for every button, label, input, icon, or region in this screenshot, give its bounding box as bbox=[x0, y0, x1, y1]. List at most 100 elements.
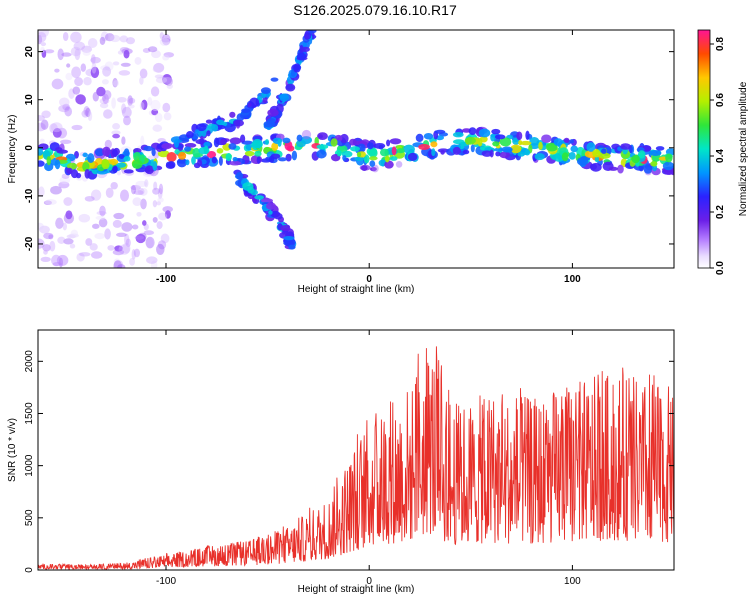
spectrogram-ridge-blob bbox=[165, 162, 175, 169]
spectrogram-noise-blob bbox=[104, 228, 111, 240]
spectrogram-ridge-blob bbox=[54, 159, 61, 170]
spectrogram-noise-blob bbox=[152, 66, 161, 73]
spectrogram-noise-blob bbox=[112, 80, 120, 87]
spectrogram-ridge-blob bbox=[538, 141, 543, 150]
spectrogram-noise-blob bbox=[113, 212, 125, 220]
spectrogram-ridge-blob bbox=[502, 148, 513, 153]
spectrogram-ridge-blob bbox=[316, 149, 327, 159]
snr-ytick-label: 500 bbox=[24, 509, 35, 526]
spectrogram-noise-blob bbox=[38, 30, 49, 38]
spectrogram-noise-blob bbox=[38, 186, 45, 198]
spectrogram-noise-blob bbox=[90, 189, 102, 201]
spectrogram-noise-blob bbox=[38, 122, 46, 132]
spectrogram-ridge-blob bbox=[495, 151, 501, 157]
spectrogram-noise-blob bbox=[158, 212, 168, 221]
spectrogram-noise-blob bbox=[99, 97, 110, 105]
spectrogram-ridge-blob bbox=[379, 148, 389, 157]
spectrogram-noise-blob bbox=[162, 54, 170, 61]
spectrogram-ridge-blob bbox=[296, 134, 303, 142]
spectrogram-noise-blob bbox=[159, 37, 170, 47]
spectrogram-ridge-blob bbox=[268, 210, 273, 215]
spectrogram-noise-blob bbox=[62, 103, 70, 111]
spectrogram-noise-blob bbox=[121, 222, 133, 232]
spectrogram-noise-blob bbox=[87, 37, 98, 49]
spectrogram-noise-blob bbox=[70, 46, 82, 57]
spectrogram-ridge-blob bbox=[479, 146, 485, 151]
spectrogram-ridge-blob bbox=[205, 119, 213, 124]
spectrogram-ridge-blob bbox=[510, 144, 522, 154]
spectrogram-noise-blob bbox=[59, 97, 70, 107]
spectrogram-ridge-blob bbox=[157, 150, 170, 158]
spectrogram-ridge-blob bbox=[178, 151, 187, 160]
spectrogram-noise-blob bbox=[55, 217, 64, 229]
spectrogram-noise-blob bbox=[119, 189, 130, 202]
spectrogram-ridge-blob bbox=[244, 150, 255, 157]
spectrogram-ridge-blob bbox=[108, 158, 119, 165]
spectrogram-noise-blob bbox=[137, 188, 145, 196]
spectrogram-ridge-blob bbox=[247, 102, 252, 108]
colorbar-gradient bbox=[698, 30, 710, 268]
spectrogram-ridge-blob bbox=[176, 157, 187, 168]
spectrogram-ridge-blob bbox=[516, 131, 523, 141]
spectrogram-ridge-blob bbox=[123, 148, 130, 156]
spectrogram-ridge-blob bbox=[285, 83, 296, 92]
spectrogram-ridge-blob bbox=[339, 133, 349, 144]
spectrogram-ridge-blob bbox=[279, 93, 289, 102]
spectrogram-ridge-blob bbox=[232, 156, 238, 162]
spectrogram-ridge-blob bbox=[361, 165, 368, 171]
spectrogram-ridge-blob bbox=[389, 156, 398, 161]
spectrogram-noise-blob bbox=[139, 68, 148, 79]
chart-title: S126.2025.079.16.10.R17 bbox=[293, 2, 457, 18]
spectrogram-noise-blob bbox=[81, 109, 90, 118]
spectrogram-noise-blob bbox=[43, 249, 48, 255]
spectrogram-noise-blob bbox=[52, 128, 62, 138]
spectrogram-ridge-blob bbox=[211, 124, 219, 132]
spectrogram-ridge-blob bbox=[111, 149, 118, 157]
spectrogram-noise-blob bbox=[156, 221, 163, 230]
spectrogram-ridge-blob bbox=[655, 146, 665, 151]
spectrogram-noise-blob bbox=[114, 245, 123, 252]
spectrogram-ridge-blob bbox=[494, 147, 503, 152]
spectrogram-noise-blob bbox=[68, 233, 79, 238]
spectrogram-ridge-blob bbox=[144, 165, 154, 175]
spectrogram-noise-blob bbox=[143, 230, 155, 236]
spectrogram-ridge-blob bbox=[267, 108, 279, 117]
spectrogram-ridge-blob bbox=[598, 152, 611, 159]
spectrogram-noise-blob bbox=[139, 101, 145, 110]
colorbar-tick-label: 0.4 bbox=[715, 149, 726, 163]
snr-ylabel: SNR (10 * v/v) bbox=[7, 418, 18, 482]
spectrogram-noise-blob bbox=[160, 233, 170, 244]
spectrogram-ridge-blob bbox=[338, 135, 343, 141]
spectrogram-ridge-blob bbox=[391, 146, 397, 156]
spectrogram-ridge-blob bbox=[563, 137, 570, 144]
spectrogram-ridge-blob bbox=[195, 123, 207, 132]
snr-ytick-label: 2000 bbox=[24, 350, 35, 373]
spectrogram-ridge-blob bbox=[123, 156, 131, 162]
spectrogram-noise-blob bbox=[139, 76, 144, 85]
spectrogram-noise-blob bbox=[131, 249, 136, 260]
spectrogram-ridge-blob bbox=[592, 149, 601, 158]
spectrogram-noise-blob bbox=[40, 42, 47, 47]
spectrogram-ridge-blob bbox=[357, 143, 366, 153]
spectrogram-noise-blob bbox=[123, 49, 130, 59]
spectrogram-ytick-label: 10 bbox=[24, 94, 35, 106]
spectrogram-ridge-blob bbox=[481, 150, 493, 157]
spectrogram-noise-blob bbox=[135, 233, 146, 244]
spectrogram-noise-blob bbox=[154, 112, 163, 123]
spectrogram-ridge-blob bbox=[197, 159, 203, 167]
spectrogram-ridge-blob bbox=[123, 169, 134, 174]
spectrogram-ridge-blob bbox=[590, 162, 602, 172]
spectrogram-ridge-blob bbox=[185, 159, 190, 166]
spectrogram-ridge-blob bbox=[241, 108, 251, 114]
spectrogram-ridge-blob bbox=[254, 195, 265, 200]
spectrogram-ytick-label: -20 bbox=[24, 236, 35, 251]
spectrogram-noise-blob bbox=[110, 181, 118, 190]
spectrogram-ridge-blob bbox=[464, 136, 476, 145]
spectrogram-ridge-blob bbox=[82, 152, 88, 158]
spectrogram-ridge-blob bbox=[194, 129, 200, 134]
spectrogram-noise-blob bbox=[39, 225, 50, 234]
spectrogram-noise-blob bbox=[117, 50, 124, 55]
spectrogram-ridge-blob bbox=[384, 155, 390, 163]
spectrogram-noise-blob bbox=[144, 179, 149, 188]
